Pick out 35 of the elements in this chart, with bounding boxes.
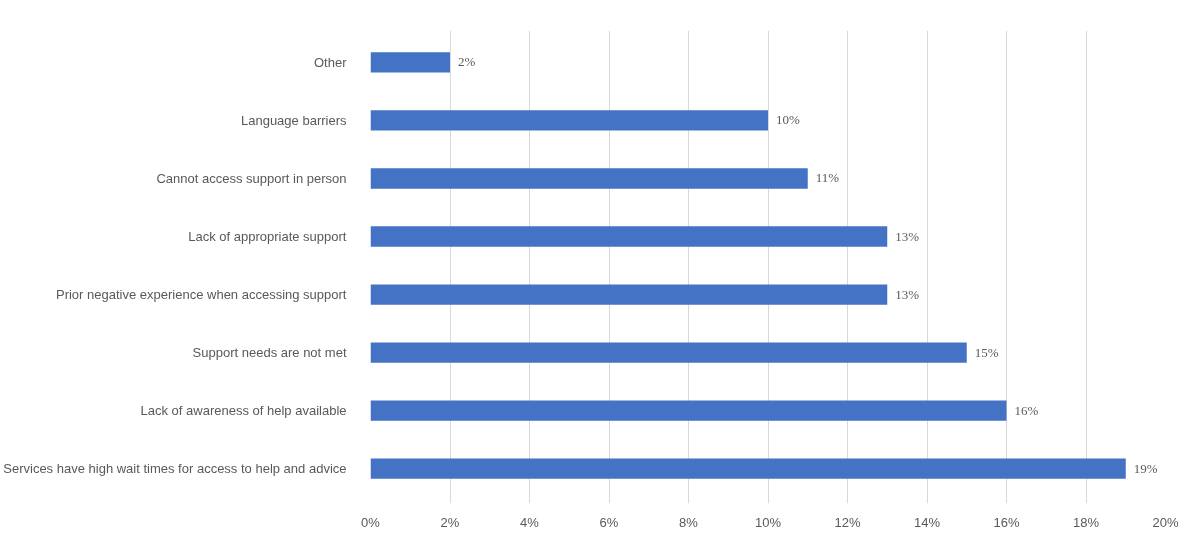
y-tick-label: Prior negative experience when accessing support bbox=[56, 287, 347, 303]
x-tick-label: 20% bbox=[1152, 514, 1179, 530]
x-tick-label: 18% bbox=[1072, 514, 1100, 530]
data-label: 13% bbox=[895, 286, 920, 302]
x-tick-label: 12% bbox=[834, 514, 861, 530]
bar bbox=[370, 342, 967, 363]
y-tick-label: Cannot access support in person bbox=[156, 170, 347, 186]
y-tick-label: Support needs are not met bbox=[192, 345, 347, 361]
bar bbox=[370, 168, 808, 189]
bar bbox=[370, 400, 1007, 421]
data-label: 16% bbox=[1014, 402, 1039, 418]
y-tick-label: Services have high wait times for access to help and advice bbox=[3, 461, 347, 477]
x-tick-label: 0% bbox=[361, 514, 381, 530]
bar bbox=[370, 458, 1126, 479]
x-tick-label: 2% bbox=[440, 514, 460, 530]
x-tick-label: 8% bbox=[679, 514, 699, 530]
data-label: 11% bbox=[815, 170, 840, 186]
x-tick-label: 4% bbox=[520, 514, 540, 530]
x-tick-label: 10% bbox=[754, 514, 782, 530]
data-label: 19% bbox=[1133, 460, 1158, 476]
y-tick-label: Language barriers bbox=[240, 112, 347, 128]
y-tick-label: Other bbox=[313, 54, 348, 70]
bar bbox=[370, 284, 888, 305]
x-tick-label: 16% bbox=[993, 514, 1020, 530]
data-label: 2% bbox=[458, 54, 476, 70]
bar bbox=[370, 52, 450, 73]
y-tick-label: Lack of appropriate support bbox=[188, 229, 347, 245]
y-tick-label: Lack of awareness of help available bbox=[140, 403, 347, 419]
data-label: 10% bbox=[776, 112, 800, 128]
x-tick-label: 6% bbox=[599, 514, 619, 530]
x-tick-label: 14% bbox=[913, 514, 941, 530]
data-label: 13% bbox=[895, 228, 920, 244]
bar bbox=[370, 110, 768, 131]
data-label: 15% bbox=[974, 344, 999, 360]
bar bbox=[370, 226, 888, 247]
